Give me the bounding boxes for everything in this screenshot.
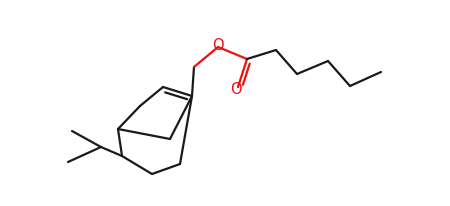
Text: O: O bbox=[230, 82, 242, 97]
Text: O: O bbox=[212, 38, 224, 53]
